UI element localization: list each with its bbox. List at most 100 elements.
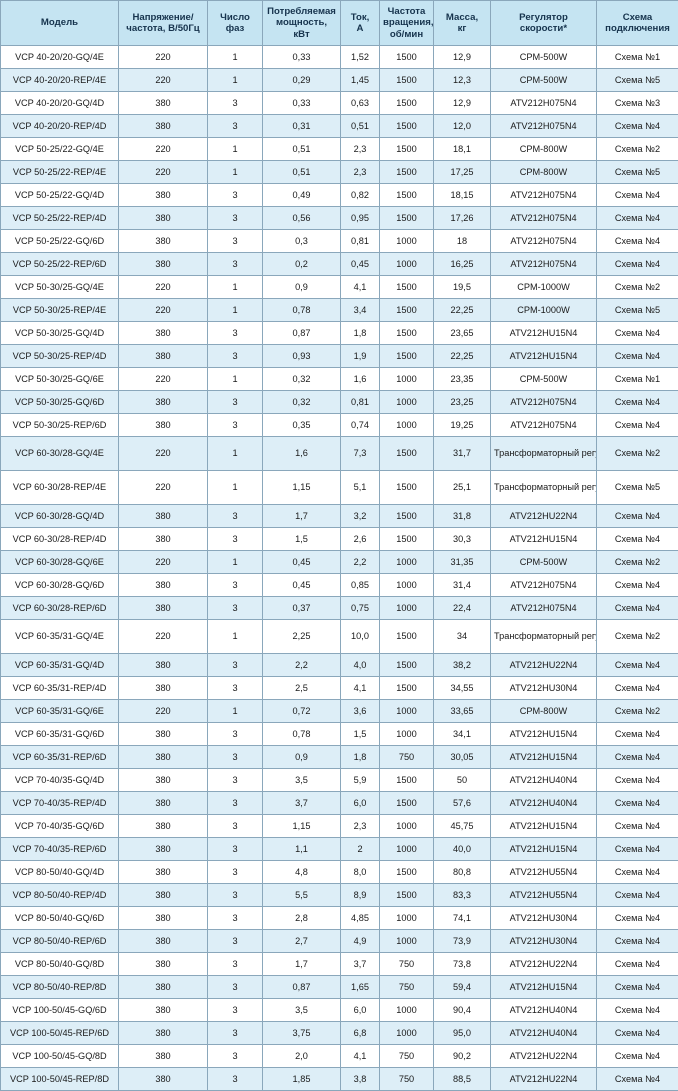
- cell-regulator: Трансформаторный регулятор: [491, 471, 597, 505]
- column-header-voltage: Напряжение/частота, В/50Гц: [119, 1, 208, 46]
- cell-mass: 12,0: [434, 115, 491, 138]
- cell-speed: 1000: [380, 999, 434, 1022]
- cell-scheme: Схема №2: [597, 551, 678, 574]
- cell-phases: 3: [208, 505, 263, 528]
- cell-scheme: Схема №4: [597, 654, 678, 677]
- cell-scheme: Схема №4: [597, 597, 678, 620]
- cell-regulator: ATV212HU30N4: [491, 907, 597, 930]
- cell-mass: 30,3: [434, 528, 491, 551]
- cell-scheme: Схема №4: [597, 815, 678, 838]
- cell-scheme: Схема №3: [597, 92, 678, 115]
- cell-model: VCP 40-20/20-GQ/4D: [1, 92, 119, 115]
- cell-scheme: Схема №4: [597, 1068, 678, 1091]
- cell-power: 0,32: [263, 391, 341, 414]
- cell-regulator: ATV212HU22N4: [491, 953, 597, 976]
- cell-model: VCP 100-50/45-REP/6D: [1, 1022, 119, 1045]
- cell-current: 6,0: [341, 792, 380, 815]
- cell-power: 1,5: [263, 528, 341, 551]
- cell-regulator: ATV212H075N4: [491, 597, 597, 620]
- cell-voltage: 220: [119, 161, 208, 184]
- cell-power: 5,5: [263, 884, 341, 907]
- cell-phases: 3: [208, 907, 263, 930]
- cell-current: 10,0: [341, 620, 380, 654]
- cell-mass: 31,8: [434, 505, 491, 528]
- cell-regulator: ATV212HU40N4: [491, 792, 597, 815]
- cell-voltage: 220: [119, 551, 208, 574]
- cell-mass: 50: [434, 769, 491, 792]
- cell-power: 1,6: [263, 437, 341, 471]
- cell-current: 4,85: [341, 907, 380, 930]
- cell-phases: 1: [208, 138, 263, 161]
- cell-mass: 19,25: [434, 414, 491, 437]
- cell-current: 2: [341, 838, 380, 861]
- cell-model: VCP 80-50/40-GQ/8D: [1, 953, 119, 976]
- cell-model: VCP 50-30/25-REP/4D: [1, 345, 119, 368]
- cell-phases: 3: [208, 723, 263, 746]
- cell-scheme: Схема №4: [597, 505, 678, 528]
- cell-current: 2,3: [341, 815, 380, 838]
- cell-phases: 1: [208, 700, 263, 723]
- cell-current: 0,63: [341, 92, 380, 115]
- cell-phases: 3: [208, 528, 263, 551]
- cell-power: 3,5: [263, 999, 341, 1022]
- cell-model: VCP 50-25/22-REP/4D: [1, 207, 119, 230]
- cell-current: 1,6: [341, 368, 380, 391]
- cell-scheme: Схема №4: [597, 1022, 678, 1045]
- cell-scheme: Схема №4: [597, 746, 678, 769]
- cell-mass: 17,26: [434, 207, 491, 230]
- cell-power: 0,51: [263, 161, 341, 184]
- cell-power: 0,9: [263, 746, 341, 769]
- cell-current: 0,75: [341, 597, 380, 620]
- cell-phases: 3: [208, 184, 263, 207]
- cell-scheme: Схема №4: [597, 345, 678, 368]
- cell-regulator: CPM-500W: [491, 368, 597, 391]
- cell-speed: 1500: [380, 115, 434, 138]
- cell-speed: 1500: [380, 884, 434, 907]
- cell-model: VCP 40-20/20-REP/4E: [1, 69, 119, 92]
- cell-speed: 1000: [380, 414, 434, 437]
- cell-mass: 22,25: [434, 299, 491, 322]
- cell-scheme: Схема №2: [597, 138, 678, 161]
- cell-scheme: Схема №4: [597, 1045, 678, 1068]
- cell-scheme: Схема №4: [597, 322, 678, 345]
- cell-current: 4,9: [341, 930, 380, 953]
- cell-phases: 3: [208, 391, 263, 414]
- cell-regulator: ATV212HU15N4: [491, 345, 597, 368]
- cell-voltage: 220: [119, 700, 208, 723]
- cell-speed: 1000: [380, 574, 434, 597]
- cell-speed: 1500: [380, 677, 434, 700]
- cell-regulator: ATV212H075N4: [491, 391, 597, 414]
- cell-phases: 3: [208, 207, 263, 230]
- cell-phases: 3: [208, 253, 263, 276]
- cell-model: VCP 50-30/25-REP/4E: [1, 299, 119, 322]
- cell-power: 1,15: [263, 815, 341, 838]
- cell-scheme: Схема №4: [597, 723, 678, 746]
- cell-power: 3,5: [263, 769, 341, 792]
- cell-scheme: Схема №5: [597, 299, 678, 322]
- cell-speed: 1000: [380, 597, 434, 620]
- cell-voltage: 380: [119, 391, 208, 414]
- cell-power: 0,93: [263, 345, 341, 368]
- cell-current: 1,52: [341, 46, 380, 69]
- cell-speed: 750: [380, 746, 434, 769]
- cell-current: 8,9: [341, 884, 380, 907]
- cell-regulator: ATV212H075N4: [491, 414, 597, 437]
- cell-voltage: 380: [119, 953, 208, 976]
- cell-speed: 1000: [380, 253, 434, 276]
- cell-model: VCP 50-25/22-GQ/4E: [1, 138, 119, 161]
- cell-current: 0,82: [341, 184, 380, 207]
